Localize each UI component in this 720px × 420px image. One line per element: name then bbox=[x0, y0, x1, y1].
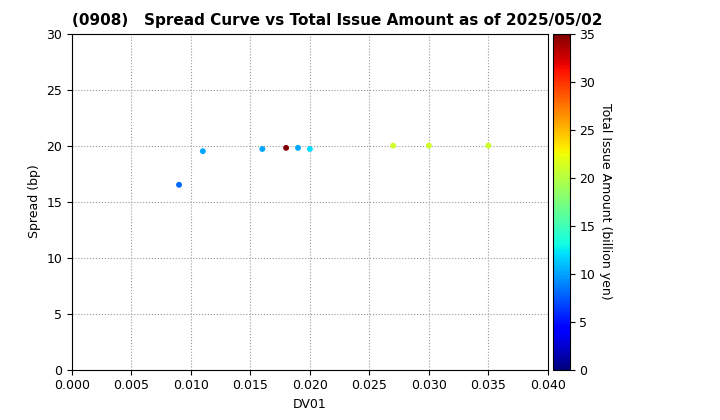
Point bbox=[197, 148, 209, 155]
Point bbox=[292, 144, 304, 151]
Point bbox=[482, 142, 494, 149]
Text: (0908)   Spread Curve vs Total Issue Amount as of 2025/05/02: (0908) Spread Curve vs Total Issue Amoun… bbox=[72, 13, 603, 28]
X-axis label: DV01: DV01 bbox=[293, 398, 327, 411]
Y-axis label: Spread (bp): Spread (bp) bbox=[28, 165, 41, 239]
Point bbox=[280, 144, 292, 151]
Y-axis label: Total Issue Amount (billion yen): Total Issue Amount (billion yen) bbox=[599, 103, 612, 300]
Point bbox=[174, 181, 185, 188]
Point bbox=[423, 142, 435, 149]
Point bbox=[256, 146, 268, 152]
Point bbox=[304, 146, 315, 152]
Point bbox=[387, 142, 399, 149]
